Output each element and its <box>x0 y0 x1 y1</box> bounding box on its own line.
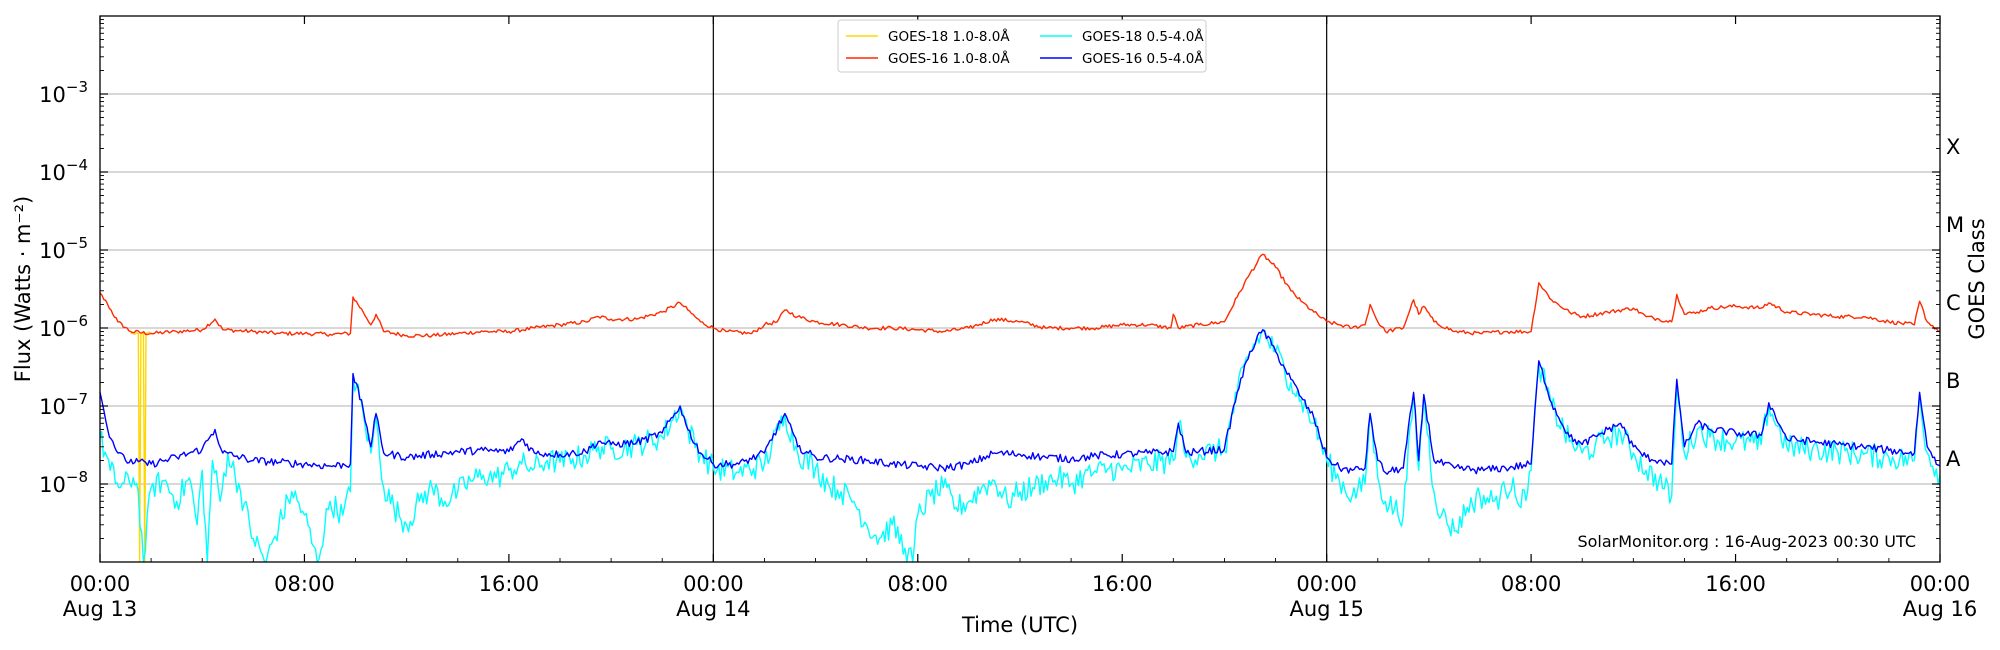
x-tick-time-label: 00:00 <box>683 572 744 596</box>
goes-class-label: C <box>1946 291 1961 315</box>
series-line <box>99 329 1941 563</box>
y-tick-label: 10−5 <box>39 234 88 263</box>
legend-entry: GOES-18 1.0-8.0Å <box>888 28 1010 45</box>
legend-entry: GOES-16 0.5-4.0Å <box>1082 50 1204 67</box>
legend-box <box>837 19 1207 73</box>
y-tick-label: 10−7 <box>39 390 88 419</box>
x-tick-time-label: 00:00 <box>1296 572 1357 596</box>
x-tick-date-label: Aug 15 <box>1289 597 1363 621</box>
x-tick-time-label: 00:00 <box>1910 572 1971 596</box>
x-tick-time-label: 16:00 <box>479 572 540 596</box>
data-series <box>99 253 1941 563</box>
legend: GOES-18 1.0-8.0Å GOES-18 0.5-4.0Å GOES-16 … <box>837 19 1207 73</box>
x-axis-title: Time (UTC) <box>961 613 1078 637</box>
x-tick-time-label: 16:00 <box>1705 572 1766 596</box>
y-tick-label: 10−3 <box>39 78 88 107</box>
credit-annotation: SolarMonitor.org : 16-Aug-2023 00:30 UTC <box>1577 532 1916 551</box>
legend-entry: GOES-16 1.0-8.0Å <box>888 50 1010 67</box>
series-line <box>99 329 1941 475</box>
axis-ticks <box>99 16 1941 562</box>
goes-class-label: M <box>1946 213 1964 237</box>
y-axis-title: Flux (Watts · m⁻²) <box>11 196 35 382</box>
x-tick-time-label: 08:00 <box>888 572 949 596</box>
goes-class-label: A <box>1946 447 1961 471</box>
y-tick-label: 10−6 <box>39 312 88 341</box>
x-tick-time-label: 00:00 <box>70 572 131 596</box>
goes-class-axis-title: GOES Class <box>1965 218 1989 339</box>
x-tick-date-label: Aug 14 <box>676 597 750 621</box>
grid-lines <box>100 93 1940 485</box>
series-line <box>99 253 1941 338</box>
goes-class-label: B <box>1946 369 1960 393</box>
legend-entry: GOES-18 0.5-4.0Å <box>1082 28 1204 45</box>
goes-class-label: X <box>1946 135 1960 159</box>
y-tick-label: 10−8 <box>39 468 88 497</box>
x-tick-time-label: 16:00 <box>1092 572 1153 596</box>
x-tick-date-label: Aug 13 <box>63 597 137 621</box>
x-tick-time-label: 08:00 <box>1501 572 1562 596</box>
x-tick-date-label: Aug 16 <box>1903 597 1977 621</box>
day-boundary-lines <box>712 16 1328 562</box>
y-tick-label: 10−4 <box>39 156 88 185</box>
x-tick-time-label: 08:00 <box>274 572 335 596</box>
